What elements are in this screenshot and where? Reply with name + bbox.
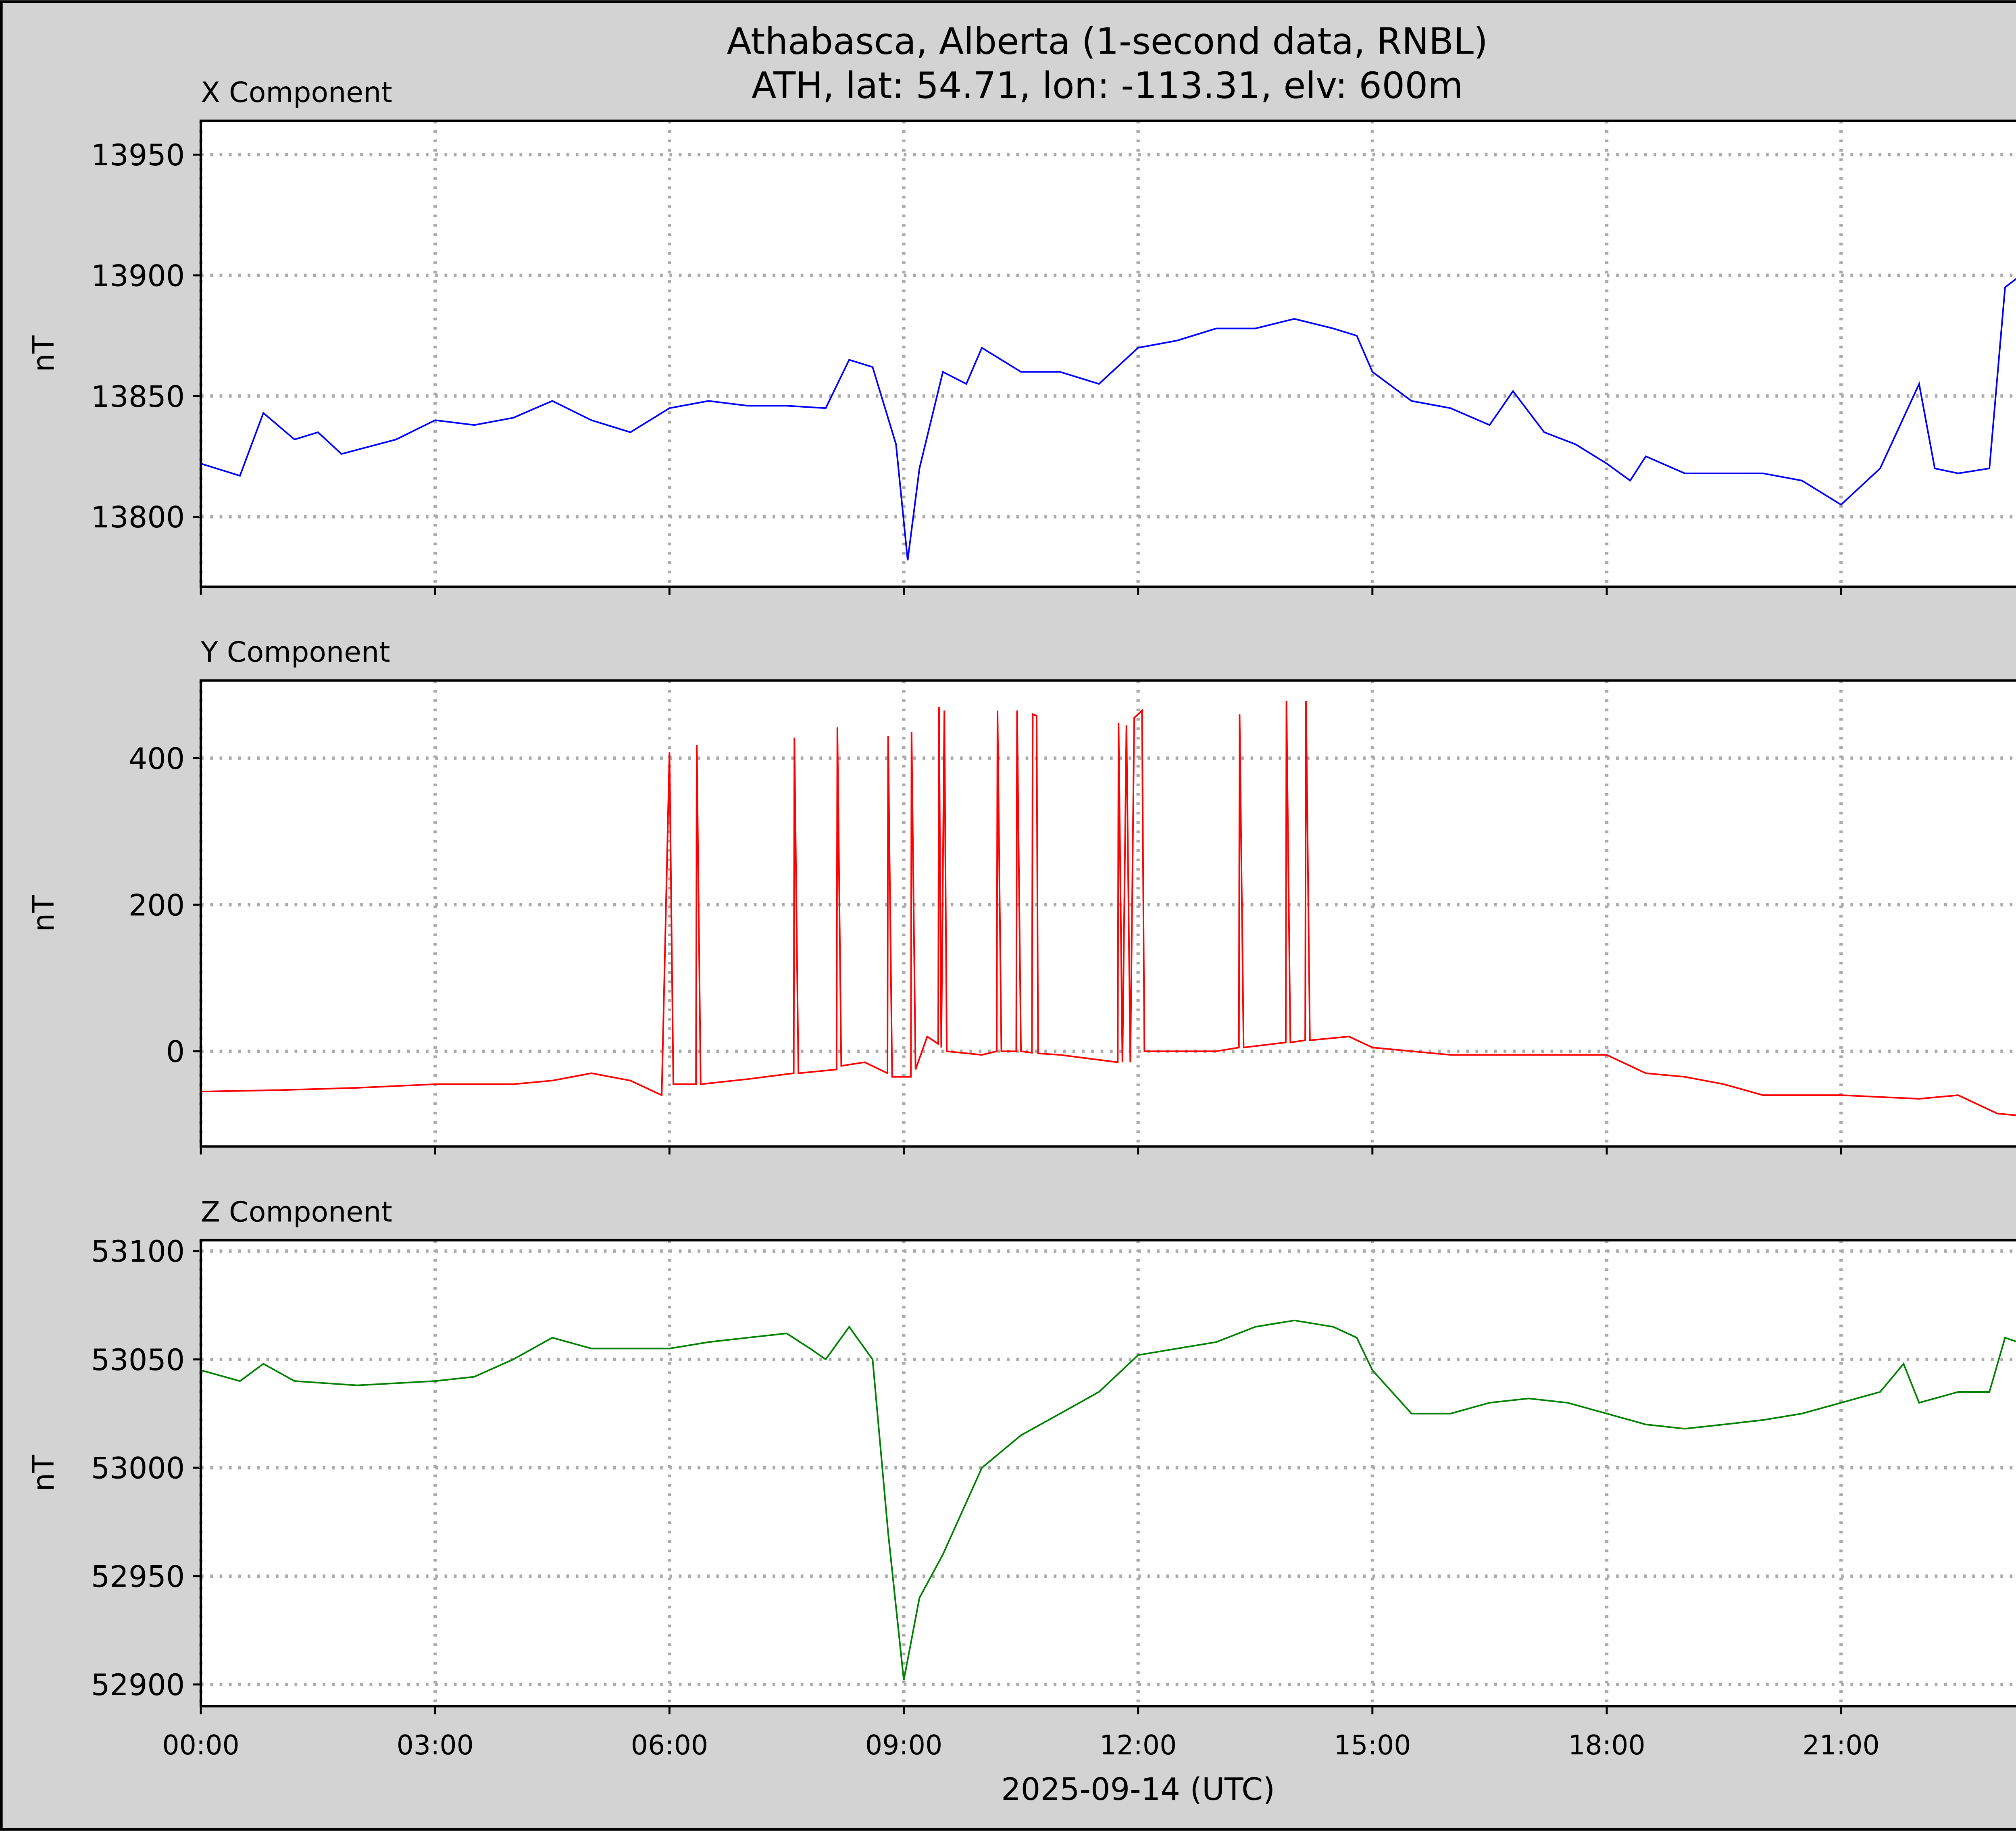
panel-frame: [200, 1239, 2016, 1708]
panel-title: Z Component: [201, 1196, 392, 1228]
x-tick-label: 15:00: [1334, 1729, 1411, 1761]
panel-title: Y Component: [200, 636, 390, 669]
x-tick-label: 12:00: [1100, 1729, 1177, 1761]
panel: [201, 680, 2016, 1147]
y-tick-label: 13800: [91, 500, 185, 535]
data-line: [201, 701, 2016, 1116]
subtitle: ATH, lat: 54.71, lon: -113.31, elv: 600m: [752, 65, 1463, 107]
x-tick-label: 00:00: [162, 1729, 239, 1761]
y-tick-label: 53050: [91, 1343, 185, 1377]
panel-title: X Component: [201, 76, 392, 109]
x-tick-label: 09:00: [865, 1729, 942, 1761]
y-tick-label: 200: [129, 888, 185, 923]
y-tick-label: 0: [166, 1035, 185, 1069]
x-tick-label: 03:00: [397, 1729, 474, 1761]
data-line: [200, 278, 2016, 560]
x-tick-label: 06:00: [631, 1729, 708, 1761]
panel: [201, 1240, 2016, 1706]
y-axis-label: nT: [27, 1455, 61, 1491]
y-tick-label: 400: [129, 742, 185, 776]
y-tick-label: 53000: [91, 1452, 185, 1486]
y-tick-label: 52950: [91, 1560, 185, 1594]
x-tick-label: 18:00: [1568, 1729, 1645, 1761]
x-axis-label: 2025-09-14 (UTC): [1001, 1772, 1275, 1808]
x-tick-label: 21:00: [1802, 1729, 1879, 1761]
y-tick-label: 53100: [91, 1235, 185, 1269]
title: Athabasca, Alberta (1-second data, RNBL): [727, 21, 1488, 63]
y-tick-label: 52900: [91, 1668, 185, 1702]
panel: [201, 121, 2016, 587]
y-tick-label: 13850: [91, 380, 185, 414]
y-axis-label: nT: [27, 895, 61, 932]
data-line: [200, 1319, 2016, 1681]
y-tick-label: 13950: [91, 138, 185, 173]
y-tick-label: 13900: [91, 259, 185, 293]
y-axis-label: nT: [27, 335, 61, 372]
panel-frame: [200, 679, 2016, 1148]
panel-frame: [200, 119, 2016, 588]
